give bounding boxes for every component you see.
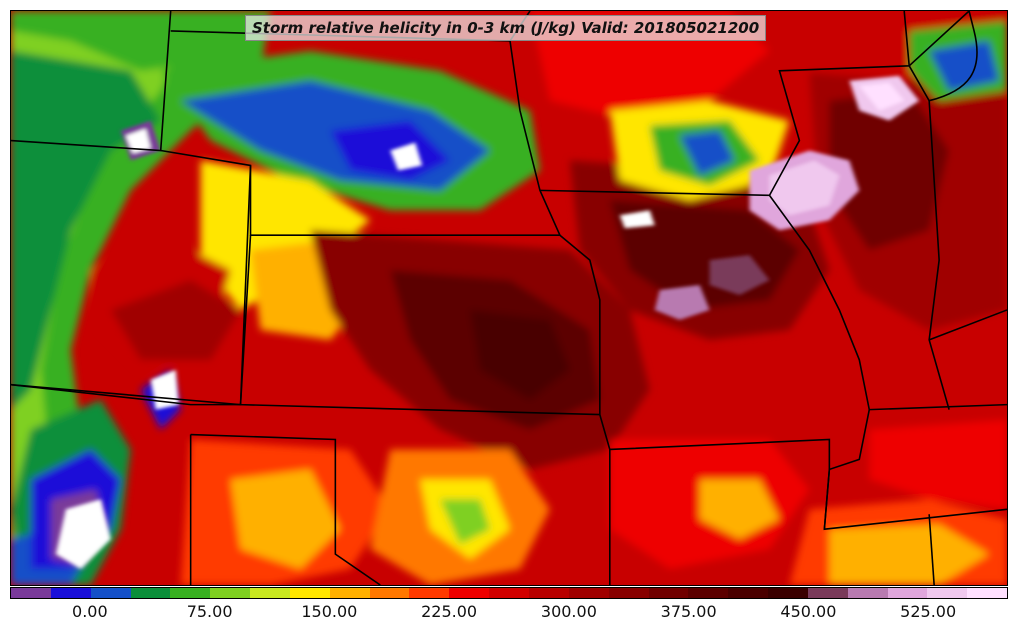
- colorbar-tick-label: 225.00: [421, 602, 478, 621]
- colorbar: [10, 587, 1008, 599]
- colorbar-segment: [528, 588, 569, 598]
- colorbar-segment: [489, 588, 529, 598]
- colorbar-segment: [90, 588, 131, 598]
- colorbar-segment: [329, 588, 370, 598]
- colorbar-segment: [210, 588, 251, 598]
- colorbar-segment: [807, 588, 848, 598]
- colorbar-segment: [568, 588, 609, 598]
- colorbar-segment: [768, 588, 808, 598]
- colorbar-segment: [130, 588, 171, 598]
- colorbar-tick-label: 525.00: [900, 602, 957, 621]
- state-borders: [11, 11, 1007, 585]
- colorbar-segment: [927, 588, 968, 598]
- colorbar-tick-label: 150.00: [301, 602, 358, 621]
- colorbar-segment: [847, 588, 888, 598]
- colorbar-segment: [369, 588, 410, 598]
- helicity-map: [10, 10, 1008, 586]
- colorbar-segment: [289, 588, 330, 598]
- colorbar-tick-label: 375.00: [660, 602, 717, 621]
- colorbar-segment: [728, 588, 769, 598]
- colorbar-segment: [409, 588, 450, 598]
- colorbar-segment: [608, 588, 649, 598]
- colorbar-tick-label: 300.00: [540, 602, 597, 621]
- colorbar-segment: [449, 588, 490, 598]
- colorbar-tick-label: 450.00: [780, 602, 837, 621]
- colorbar-tick-label: 75.00: [186, 602, 233, 621]
- map-title: Storm relative helicity in 0-3 km (J/kg)…: [245, 15, 767, 41]
- colorbar-segment: [50, 588, 91, 598]
- colorbar-segment: [887, 588, 928, 598]
- colorbar-ticks: 0.00 75.00 150.00 225.00 300.00 375.00 450.00 5…: [10, 599, 1008, 629]
- colorbar-tick-label: 0.00: [72, 602, 108, 621]
- colorbar-segment: [967, 588, 1008, 598]
- colorbar-segment: [648, 588, 689, 598]
- colorbar-segment: [250, 588, 290, 598]
- colorbar-segment: [688, 588, 729, 598]
- colorbar-segment: [11, 588, 51, 598]
- colorbar-segment: [170, 588, 211, 598]
- map-field: [11, 11, 1007, 585]
